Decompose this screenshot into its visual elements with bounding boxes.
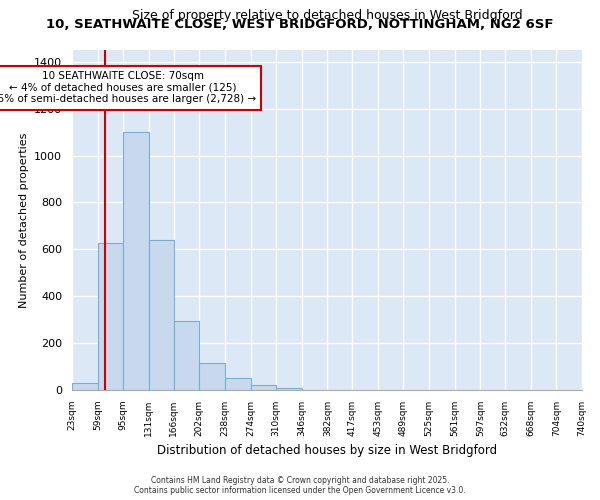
Bar xyxy=(276,388,302,390)
Title: Size of property relative to detached houses in West Bridgford: Size of property relative to detached ho… xyxy=(131,10,523,22)
Bar xyxy=(225,378,251,390)
Bar xyxy=(72,383,98,390)
Bar xyxy=(251,386,276,390)
Bar xyxy=(98,244,123,390)
Text: 10 SEATHWAITE CLOSE: 70sqm
← 4% of detached houses are smaller (125)
95% of semi: 10 SEATHWAITE CLOSE: 70sqm ← 4% of detac… xyxy=(0,71,256,104)
Y-axis label: Number of detached properties: Number of detached properties xyxy=(19,132,29,308)
Text: 10, SEATHWAITE CLOSE, WEST BRIDGFORD, NOTTINGHAM, NG2 6SF: 10, SEATHWAITE CLOSE, WEST BRIDGFORD, NO… xyxy=(46,18,554,30)
Text: Contains HM Land Registry data © Crown copyright and database right 2025.: Contains HM Land Registry data © Crown c… xyxy=(151,476,449,485)
Bar xyxy=(199,363,225,390)
Bar xyxy=(149,240,174,390)
Bar xyxy=(174,321,199,390)
X-axis label: Distribution of detached houses by size in West Bridgford: Distribution of detached houses by size … xyxy=(157,444,497,458)
Text: Contains public sector information licensed under the Open Government Licence v3: Contains public sector information licen… xyxy=(134,486,466,495)
Bar xyxy=(123,132,149,390)
